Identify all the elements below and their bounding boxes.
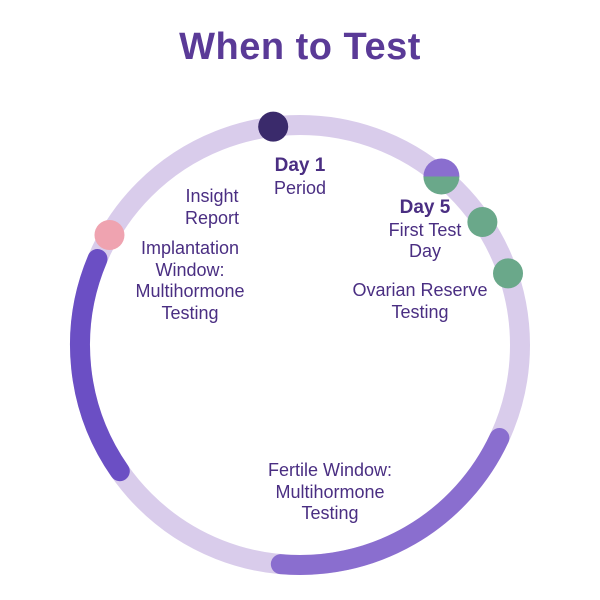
label-ovarian-reg2: Testing [335,302,505,324]
label-day5-reg2: Day [365,241,485,263]
label-insight: Insight Report [152,186,272,229]
label-implantation-reg3: Multihormone [110,281,270,303]
label-implantation-reg4: Testing [110,303,270,325]
label-insight-reg1: Insight [152,186,272,208]
label-day5-bold: Day 5 [365,197,485,220]
cycle-infographic: When to Test Day 1 Period Day 5 First Te… [0,0,600,600]
label-ovarian-reg1: Ovarian Reserve [335,280,505,302]
label-day5: Day 5 First Test Day [365,197,485,263]
label-fertile-reg2: Multihormone [230,482,430,504]
label-day1-bold: Day 1 [240,155,360,178]
label-fertile-reg3: Testing [230,503,430,525]
label-ovarian: Ovarian Reserve Testing [335,280,505,323]
label-implantation-reg2: Window: [110,260,270,282]
day1-dot [258,112,288,142]
label-fertile: Fertile Window: Multihormone Testing [230,460,430,525]
label-day5-reg1: First Test [365,220,485,242]
label-implantation: Implantation Window: Multihormone Testin… [110,238,270,324]
label-insight-reg2: Report [152,208,272,230]
label-implantation-reg1: Implantation [110,238,270,260]
label-fertile-reg1: Fertile Window: [230,460,430,482]
